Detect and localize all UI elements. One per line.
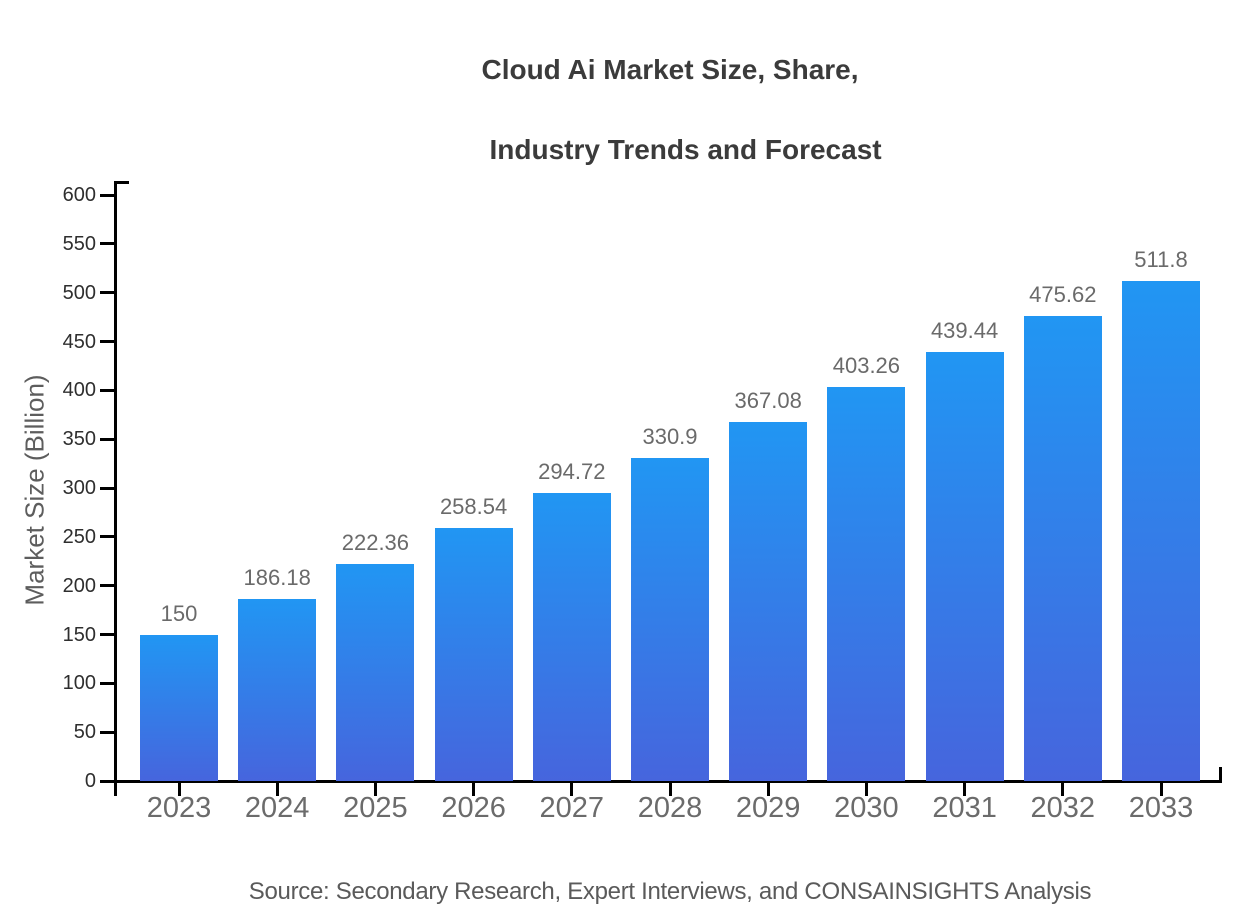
y-tick-mark: [100, 535, 115, 539]
y-tick-label: 450: [62, 330, 96, 353]
bar-2027: [532, 493, 611, 781]
bar-2026: [434, 528, 513, 781]
bar-value-label: 403.26: [832, 353, 901, 379]
bar-2029: [729, 422, 808, 781]
y-tick-mark: [100, 437, 115, 441]
bar-value-label: 367.08: [734, 388, 802, 414]
bar-2033: [1122, 281, 1200, 781]
x-tick-mark: [275, 781, 279, 796]
y-tick-label: 50: [73, 721, 96, 744]
y-tick-label: 250: [62, 525, 96, 548]
x-tick-label: 2023: [146, 792, 212, 824]
x-tick-label: 2026: [441, 792, 506, 824]
x-tick-label: 2030: [834, 792, 899, 824]
chart-title: Cloud Ai Market Size, Share, Industry Tr…: [170, 50, 1170, 210]
bar-2023: [140, 634, 218, 781]
y-tick-mark: [100, 291, 115, 295]
x-tick-label: 2025: [343, 792, 408, 824]
bar-2030: [827, 387, 906, 781]
x-tick-mark: [668, 781, 672, 796]
x-tick-mark: [373, 781, 377, 796]
bar-value-label: 294.72: [538, 459, 606, 485]
x-tick-mark: [570, 781, 574, 796]
y-tick-label: 0: [84, 770, 96, 792]
x-tick-mark: [177, 781, 181, 796]
y-tick-mark: [100, 681, 115, 685]
chart-title-line2: Industry Trends and Forecast: [489, 134, 882, 165]
x-tick-mark: [1061, 781, 1065, 796]
bar-2024: [238, 599, 317, 781]
y-tick-label: 400: [62, 379, 96, 402]
y-tick-label: 550: [62, 232, 96, 255]
bar-value-label: 439.44: [930, 317, 999, 343]
y-tick-mark: [100, 779, 115, 783]
y-tick-mark: [100, 193, 115, 197]
x-tick-mark: [1159, 781, 1163, 796]
bar-value-label: 150: [160, 600, 198, 626]
bar-value-label: 330.9: [642, 423, 698, 449]
x-tick-label: 2032: [1030, 792, 1096, 824]
bar-value-label: 258.54: [439, 494, 508, 520]
x-tick-label: 2029: [735, 792, 801, 824]
bar-2031: [925, 351, 1004, 781]
y-tick-label: 200: [62, 574, 96, 597]
y-tick-label: 300: [62, 477, 96, 499]
y-tick-label: 350: [62, 428, 96, 451]
y-tick-label: 500: [62, 281, 96, 304]
x-axis-line: [100, 779, 1222, 783]
y-tick-mark: [100, 633, 115, 636]
x-tick-label: 2028: [637, 792, 703, 824]
y-axis-line: [113, 181, 117, 796]
y-tick-mark: [100, 584, 115, 588]
bar-value-label: 511.8: [1134, 247, 1188, 273]
y-tick-mark: [100, 340, 115, 343]
x-tick-mark: [472, 781, 476, 796]
x-tick-label: 2033: [1128, 792, 1194, 824]
y-tick-mark: [100, 242, 115, 246]
bar-2028: [631, 457, 709, 781]
y-tick-mark: [100, 388, 115, 392]
x-tick-label: 2027: [539, 792, 605, 824]
x-tick-mark: [864, 781, 868, 796]
y-tick-mark: [100, 486, 115, 490]
y-tick-mark: [100, 730, 115, 734]
x-tick-mark: [766, 781, 770, 796]
source-note: Source: Secondary Research, Expert Inter…: [248, 878, 1092, 905]
y-tick-label: 600: [62, 184, 96, 206]
bar-2032: [1023, 316, 1102, 781]
x-tick-label: 2024: [244, 792, 310, 824]
chart-title-line1: Cloud Ai Market Size, Share,: [481, 54, 859, 85]
x-tick-mark: [963, 781, 967, 796]
y-tick-label: 100: [62, 672, 96, 695]
bar-value-label: 186.18: [243, 565, 311, 591]
bar-value-label: 222.36: [341, 529, 410, 555]
x-axis-right-cap: [1219, 767, 1222, 781]
y-axis-top-cap: [115, 181, 129, 184]
bar-value-label: 475.62: [1029, 282, 1097, 308]
y-tick-label: 150: [62, 623, 96, 646]
x-tick-label: 2031: [932, 792, 997, 824]
bar-2025: [336, 563, 415, 781]
